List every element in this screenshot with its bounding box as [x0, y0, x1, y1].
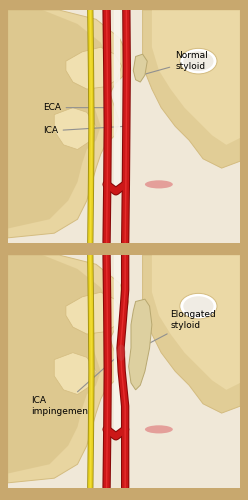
- Text: Elongated
styloid: Elongated styloid: [143, 310, 216, 346]
- Text: ICA
impingement: ICA impingement: [31, 354, 120, 416]
- Polygon shape: [133, 54, 147, 82]
- Ellipse shape: [180, 48, 217, 74]
- Polygon shape: [54, 352, 96, 395]
- Polygon shape: [54, 108, 96, 150]
- Ellipse shape: [117, 344, 125, 361]
- Polygon shape: [152, 255, 240, 390]
- Polygon shape: [152, 10, 240, 145]
- Polygon shape: [8, 10, 240, 242]
- Ellipse shape: [183, 52, 214, 71]
- Text: Normal
styloid: Normal styloid: [144, 52, 208, 74]
- Polygon shape: [143, 10, 240, 168]
- Ellipse shape: [180, 294, 217, 319]
- Polygon shape: [143, 255, 240, 413]
- Text: ICA: ICA: [43, 126, 123, 136]
- Polygon shape: [66, 47, 122, 89]
- Polygon shape: [8, 255, 129, 483]
- Ellipse shape: [183, 296, 214, 316]
- Ellipse shape: [145, 180, 173, 188]
- Ellipse shape: [145, 426, 173, 434]
- Polygon shape: [143, 10, 240, 168]
- Polygon shape: [8, 255, 240, 488]
- Polygon shape: [129, 299, 152, 390]
- Polygon shape: [8, 10, 129, 238]
- Polygon shape: [8, 10, 110, 228]
- Text: ECA: ECA: [43, 103, 104, 112]
- Polygon shape: [66, 292, 122, 334]
- Polygon shape: [143, 255, 240, 413]
- Polygon shape: [8, 255, 110, 474]
